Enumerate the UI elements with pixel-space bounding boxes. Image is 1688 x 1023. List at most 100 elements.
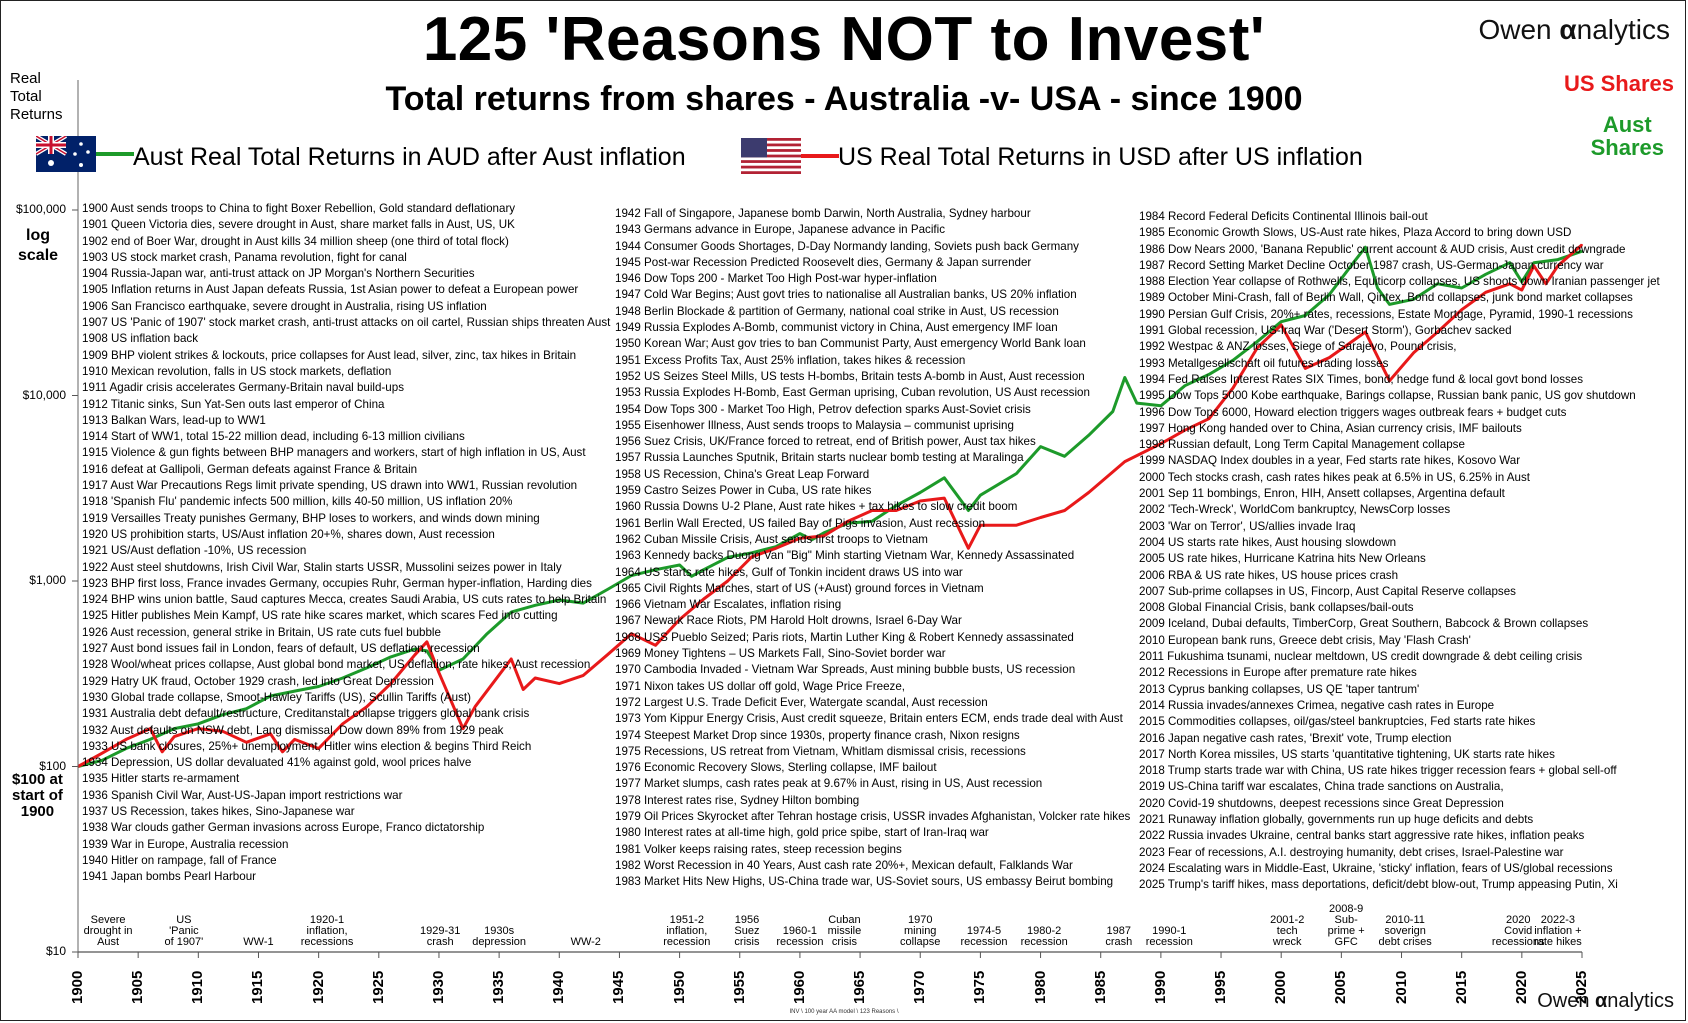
event-item: 2005 US rate hikes, Hurricane Katrina hi… [1139, 552, 1426, 566]
aust-data-point [702, 568, 705, 571]
us-data-point [1280, 324, 1282, 326]
aust-data-point [943, 477, 946, 479]
event-item: 1974 Steepest Market Drop since 1930s, p… [615, 728, 1020, 742]
aust-data-point [1304, 314, 1307, 317]
event-item: 1996 Dow Tops 6000, Howard election trig… [1139, 405, 1567, 419]
us-data-point [1460, 308, 1463, 311]
aust-data-point [1436, 283, 1439, 285]
event-item: 1906 San Francisco earthquake, severe dr… [82, 299, 487, 313]
event-item: 1961 Berlin Wall Erected, US failed Bay … [615, 516, 986, 530]
aust-data-point [1184, 384, 1186, 387]
brand-crosshair-letter: O [1478, 14, 1501, 45]
event-item: 1907 US 'Panic of 1907' stock market cra… [82, 316, 611, 330]
aust-data-point [582, 602, 585, 604]
event-item: 1932 Aust defaults on NSW debt, Lang dis… [82, 723, 504, 737]
us-data-point [1123, 460, 1126, 463]
us-data-point [919, 500, 922, 502]
event-item: 1976 Economic Recovery Slows, Sterling c… [615, 761, 937, 775]
aust-data-point [1388, 303, 1391, 306]
event-item: 1954 Dow Tops 300 - Market Too High, Pet… [615, 402, 1031, 416]
us-data-point [149, 727, 151, 730]
event-item: 1990 Persian Gulf Crisis, 20%+ rates, re… [1139, 307, 1633, 321]
aust-data-point [1136, 402, 1138, 404]
us-data-point [943, 497, 946, 499]
event-item: 1956 Suez Crisis, UK/France forced to re… [615, 435, 1036, 449]
event-item: 1937 US Recession, takes hikes, Sino-Jap… [82, 804, 355, 818]
aust-data-point [534, 604, 537, 607]
us-data-point [1581, 243, 1583, 246]
us-data-point [1087, 491, 1090, 494]
event-item: 1979 Oil Prices Skyrocket after Tehran h… [615, 809, 1131, 823]
event-item: 2024 Escalating wars in Middle-East, Ukr… [1139, 861, 1613, 875]
us-data-point [726, 580, 729, 582]
us-data-point [245, 741, 248, 744]
aust-data-point [871, 520, 873, 523]
us-data-point [895, 509, 897, 512]
event-item: 2019 US-China tariff war escalates, Chin… [1139, 780, 1504, 794]
aust-data-point [1352, 261, 1355, 264]
x-tick-label: 2010 [1392, 970, 1410, 1004]
us-data-point [197, 727, 200, 730]
us-data-point [823, 535, 825, 537]
us-data-point [414, 654, 416, 656]
us-data-point [750, 556, 753, 558]
footnote: INV \ 100 year AA model \ 123 Reasons \ [789, 1009, 899, 1015]
event-item: 1916 defeat at Gallipoli, German defeats… [82, 462, 418, 476]
event-item: 1964 US starts rate hikes, Gulf of Tonki… [615, 565, 963, 579]
event-item: 2000 Tech stocks crash, cash rates hikes… [1139, 470, 1530, 484]
event-item: 1952 US Seizes Steel Mills, US tests H-b… [615, 369, 1085, 383]
event-item: 1910 Mexican revolution, falls in US sto… [82, 364, 392, 378]
aust-data-point [1533, 261, 1535, 264]
event-item: 1917 Aust War Precautions Regs limit pri… [82, 479, 578, 493]
usa-flag-icon [741, 138, 801, 174]
aust-data-point [1123, 376, 1126, 379]
aust-data-point [1328, 293, 1331, 296]
crisis-label: 1970 mining collapse [900, 914, 941, 948]
event-item: 2015 Commodities collapses, oil/gas/stee… [1139, 715, 1536, 729]
event-item: 1944 Consumer Goods Shortages, D-Day Nor… [615, 239, 1079, 253]
x-tick-label: 1910 [189, 970, 207, 1004]
events-column-3: 1984 Record Federal Deficits Continental… [1139, 209, 1660, 893]
event-item: 1931 Australia debt default/restructure,… [82, 707, 530, 721]
us-data-point [1545, 283, 1547, 285]
crisis-label: 2010-11 soverign debt crises [1378, 914, 1432, 948]
aust-data-point [197, 722, 200, 725]
crisis-label: 1987 crash [1105, 925, 1133, 948]
x-tick-label: 1955 [730, 970, 748, 1004]
event-item: 1951 Excess Profits Tax, Aust 25% inflat… [615, 353, 966, 367]
aust-data-point [1015, 472, 1018, 475]
x-tick-label: 2000 [1272, 970, 1290, 1004]
event-item: 2011 Fukushima tsunami, nuclear meltdown… [1139, 650, 1583, 664]
event-item: 1939 War in Europe, Australia recession [82, 837, 289, 851]
us-data-point [871, 509, 873, 512]
event-item: 1980 Interest rates at all-time high, go… [615, 826, 989, 840]
event-item: 1943 Germans advance in Europe, Japanese… [615, 223, 945, 237]
y-axis-title: Real Total Returns [10, 70, 63, 123]
us-data-point [1184, 429, 1186, 432]
x-tick-label: 1940 [550, 970, 568, 1004]
event-item: 2018 Trump starts trade war with China, … [1139, 764, 1617, 778]
event-item: 1981 Volker keeps raising rates, steep r… [615, 842, 902, 856]
event-item: 2006 RBA & US rate hikes, US house price… [1139, 568, 1399, 582]
event-item: 1912 Titanic sinks, Sun Yat-Sen outs las… [82, 397, 385, 411]
us-data-point [341, 722, 344, 725]
aust-data-point [1557, 258, 1559, 261]
x-tick-label: 2020 [1512, 970, 1530, 1004]
event-item: 1984 Record Federal Deficits Continental… [1139, 210, 1428, 223]
aust-data-point [1581, 250, 1583, 252]
event-item: 2021 Runaway inflation globally, governm… [1139, 812, 1534, 826]
us-data-point [462, 727, 464, 730]
event-item: 1983 Market Hits New Highs, US-China tra… [615, 875, 1114, 889]
event-item: 1988 Election Year collapse of Rothwells… [1139, 275, 1660, 289]
event-item: 1953 Russia Explodes H-Bomb, East German… [615, 386, 1090, 400]
us-data-point [1208, 417, 1210, 420]
aust-data-point [1376, 287, 1379, 289]
aust-data-point [245, 707, 248, 710]
brand-tail: nalytics [1607, 990, 1674, 1012]
event-item: 1991 Global recession, US-Iraq War ('Des… [1139, 324, 1512, 338]
event-item: 2002 'Tech-Wreck', WorldCom bankruptcy, … [1139, 503, 1451, 517]
aust-data-point [811, 538, 813, 541]
x-tick-label: 1915 [249, 970, 267, 1004]
event-item: 1930 Global trade collapse, Smoot-Hawley… [82, 690, 471, 704]
